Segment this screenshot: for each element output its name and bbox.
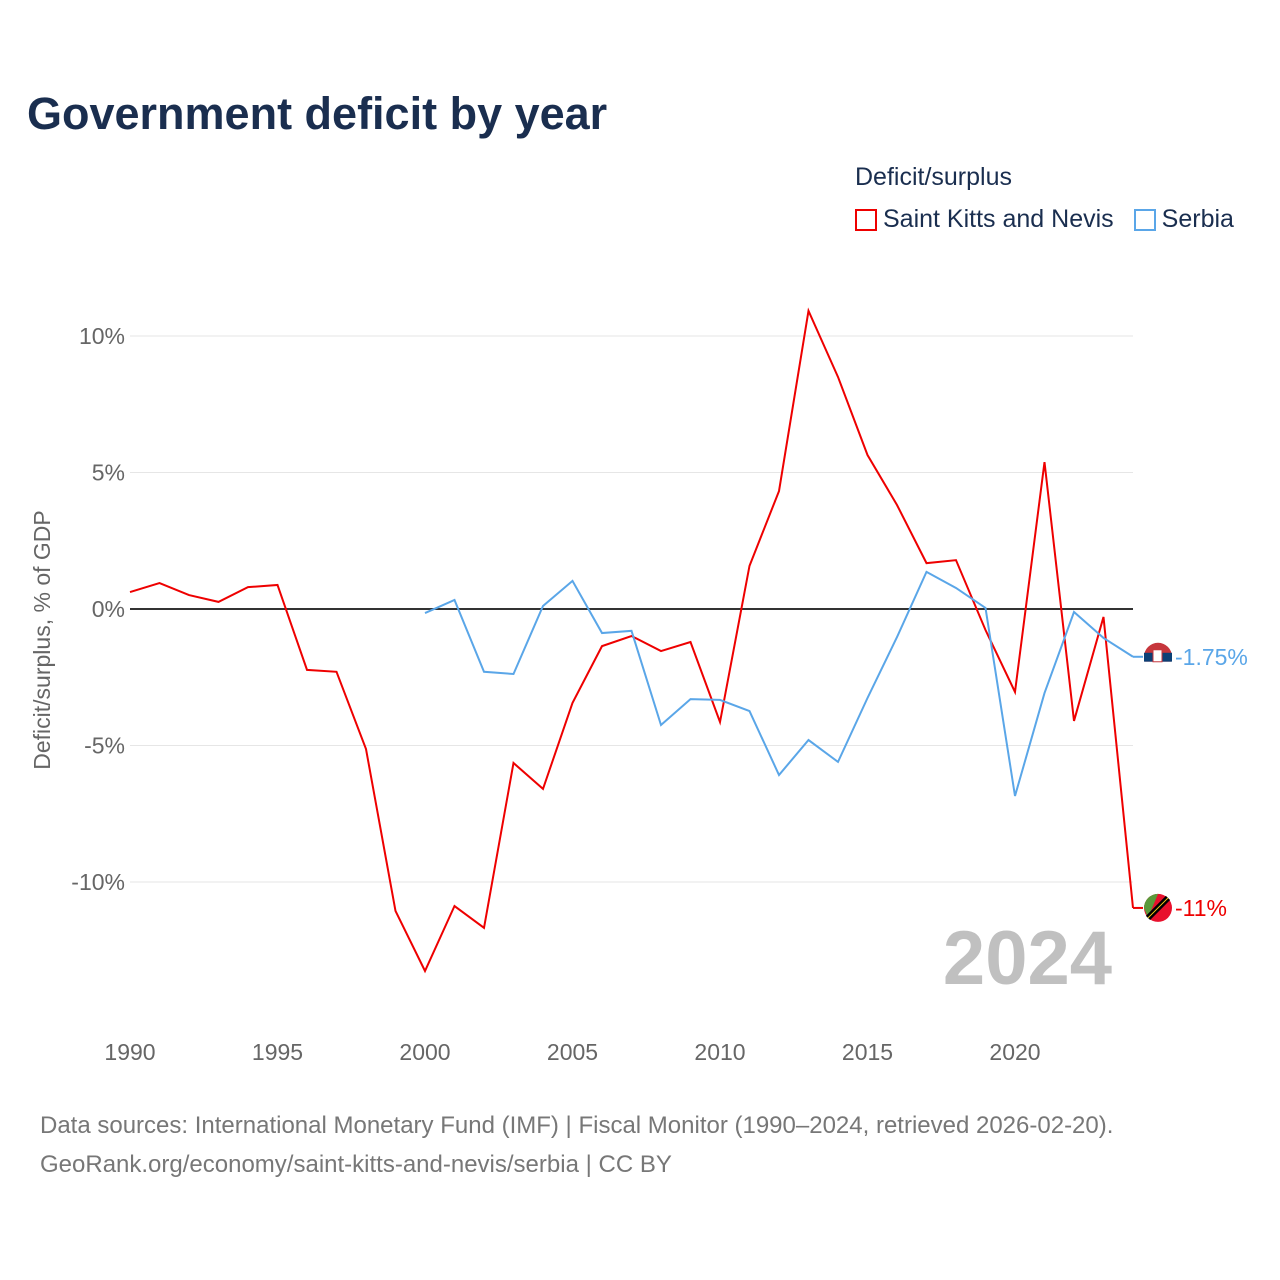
legend: Saint Kitts and Nevis Serbia	[855, 205, 1234, 234]
x-tick-label: 1990	[104, 1039, 155, 1065]
legend-label: Saint Kitts and Nevis	[883, 205, 1114, 233]
x-tick-label: 2005	[547, 1039, 598, 1065]
legend-title: Deficit/surplus	[855, 163, 1012, 191]
x-tick-label: 2010	[694, 1039, 745, 1065]
y-tick-label: -5%	[84, 733, 125, 759]
flag-part	[1144, 661, 1172, 676]
y-tick-label: 10%	[79, 323, 125, 349]
flag-part	[1152, 649, 1163, 663]
flag-part	[1147, 897, 1169, 919]
end-value-label: -1.75%	[1175, 644, 1248, 670]
flag-part	[1144, 893, 1158, 918]
y-tick-label: -10%	[71, 869, 125, 895]
y-tick-label: 0%	[92, 596, 125, 622]
legend-swatch	[1133, 208, 1156, 231]
legend-item-serbia[interactable]: Serbia	[1133, 205, 1234, 234]
legend-item-saint-kitts[interactable]: Saint Kitts and Nevis	[855, 205, 1114, 234]
x-tick-label: 2020	[989, 1039, 1040, 1065]
source-note: Data sources: International Monetary Fun…	[40, 1106, 1113, 1184]
end-value-label: -11%	[1175, 895, 1227, 921]
series-line-serbia	[424, 570, 1134, 797]
legend-swatch	[855, 208, 877, 231]
x-tick-label: 1995	[252, 1039, 303, 1065]
chart-title: Government deficit by year	[27, 88, 608, 139]
legend-label: Serbia	[1161, 205, 1234, 233]
source-line: GeoRank.org/economy/saint-kitts-and-nevi…	[40, 1151, 672, 1178]
year-watermark: 2024	[943, 916, 1112, 1001]
series-line-saint-kitts	[129, 307, 1134, 974]
y-tick-label: 5%	[92, 460, 125, 486]
y-axis-label: Deficit/surplus, % of GDP	[29, 510, 55, 769]
source-line: Data sources: International Monetary Fun…	[40, 1112, 1114, 1139]
x-tick-label: 2000	[399, 1039, 450, 1065]
x-tick-label: 2015	[842, 1039, 893, 1065]
